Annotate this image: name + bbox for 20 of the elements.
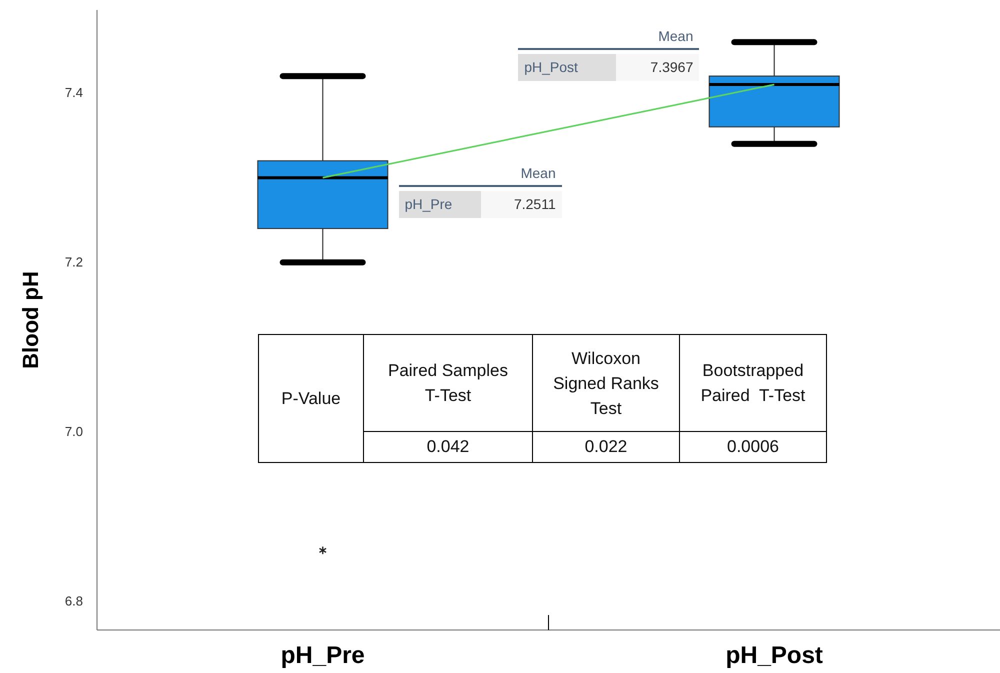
- annotation: pH_Post: [518, 54, 616, 81]
- y-axis-title: Blood pH: [18, 271, 43, 369]
- annotation: 0.042: [364, 432, 532, 462]
- annotation: 0.0006: [680, 432, 826, 462]
- annotation: Paired Samples T-Test: [364, 334, 532, 432]
- annotation: Wilcoxon Signed Ranks Test: [532, 334, 680, 432]
- annotation: P-Value: [258, 334, 364, 462]
- y-tick-label: 7.0: [64, 424, 83, 439]
- mean-summary-table: Mean pH_Post 7.3967: [518, 28, 700, 86]
- annotation: Mean: [658, 28, 694, 44]
- annotation: Mean: [520, 164, 556, 181]
- annotation: Bootstrapped Paired T-Test: [680, 334, 826, 432]
- mean-summary-table: Mean pH_Pre 7.2511: [398, 164, 562, 223]
- annotation: 0.022: [532, 432, 680, 462]
- annotation: 7.3967: [616, 54, 700, 81]
- y-tick-label: 7.4: [64, 85, 83, 100]
- y-tick-label: 6.8: [64, 593, 83, 608]
- y-tick-label: 7.2: [64, 254, 83, 270]
- annotation: pH_Pre: [398, 190, 481, 218]
- annotation: 7.2511: [480, 190, 562, 218]
